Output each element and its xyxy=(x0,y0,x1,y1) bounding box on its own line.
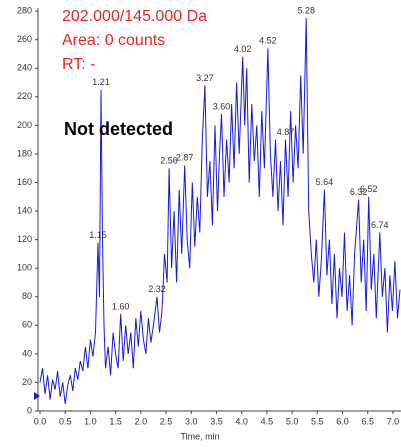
peak-label: 2.56 xyxy=(160,156,178,166)
peak-label: 5.28 xyxy=(297,6,315,16)
x-tick-label: 5.0 xyxy=(286,416,299,426)
x-tick-label: 2.0 xyxy=(135,416,148,426)
y-tick-label: 260 xyxy=(17,34,32,44)
x-tick-label: 2.5 xyxy=(160,416,173,426)
x-tick-label: 0.0 xyxy=(34,416,47,426)
y-tick-label: 240 xyxy=(17,63,32,73)
peak-label: 1.15 xyxy=(89,230,107,240)
y-tick-label: 200 xyxy=(17,120,32,130)
peak-label: 6.74 xyxy=(371,220,389,230)
peak-label: 4.02 xyxy=(234,44,252,54)
x-tick-label: 3.0 xyxy=(185,416,198,426)
y-tick-label: 20 xyxy=(22,377,32,387)
x-tick-label: 6.0 xyxy=(336,416,349,426)
x-tick-label: 7.0 xyxy=(387,416,400,426)
peak-label: 3.60 xyxy=(213,101,231,111)
header-line: 202.000/145.000 Da xyxy=(62,8,207,25)
y-tick-label: 60 xyxy=(22,320,32,330)
x-tick-label: 4.0 xyxy=(235,416,248,426)
trace xyxy=(39,18,401,404)
peak-label: 1.21 xyxy=(92,77,110,87)
y-tick-label: 0 xyxy=(27,405,32,415)
y-tick-label: 280 xyxy=(17,6,32,16)
y-tick-label: 160 xyxy=(17,177,32,187)
peak-label: 5.64 xyxy=(316,177,334,187)
header-line: Area: 0 counts xyxy=(62,32,165,49)
header-line: RT: - xyxy=(62,56,95,73)
peak-label: 4.52 xyxy=(259,36,277,46)
x-tick-label: 5.5 xyxy=(311,416,324,426)
note: Not detected xyxy=(64,119,173,139)
x-tick-label: 0.5 xyxy=(59,416,72,426)
y-tick-label: 220 xyxy=(17,91,32,101)
x-axis-label: Time, min xyxy=(180,431,219,441)
y-tick-label: 180 xyxy=(17,148,32,158)
y-tick-label: 140 xyxy=(17,205,32,215)
x-tick-label: 3.5 xyxy=(210,416,223,426)
peak-label: 6.32 xyxy=(350,187,368,197)
peak-label: 2.32 xyxy=(148,284,166,294)
y-tick-label: 120 xyxy=(17,234,32,244)
x-tick-label: 1.0 xyxy=(84,416,97,426)
y-tick-label: 100 xyxy=(17,263,32,273)
x-tick-label: 4.5 xyxy=(261,416,274,426)
x-tick-label: 6.5 xyxy=(361,416,374,426)
peak-label: 2.87 xyxy=(176,153,194,163)
y-tick-label: 80 xyxy=(22,291,32,301)
peak-label: 3.27 xyxy=(196,73,214,83)
peak-label: 6.52 xyxy=(360,184,378,194)
peak-label: 4.87 xyxy=(277,127,295,137)
x-tick-label: 1.5 xyxy=(109,416,122,426)
peak-label: 1.60 xyxy=(112,301,130,311)
y-tick-label: 40 xyxy=(22,348,32,358)
marker xyxy=(34,392,40,400)
